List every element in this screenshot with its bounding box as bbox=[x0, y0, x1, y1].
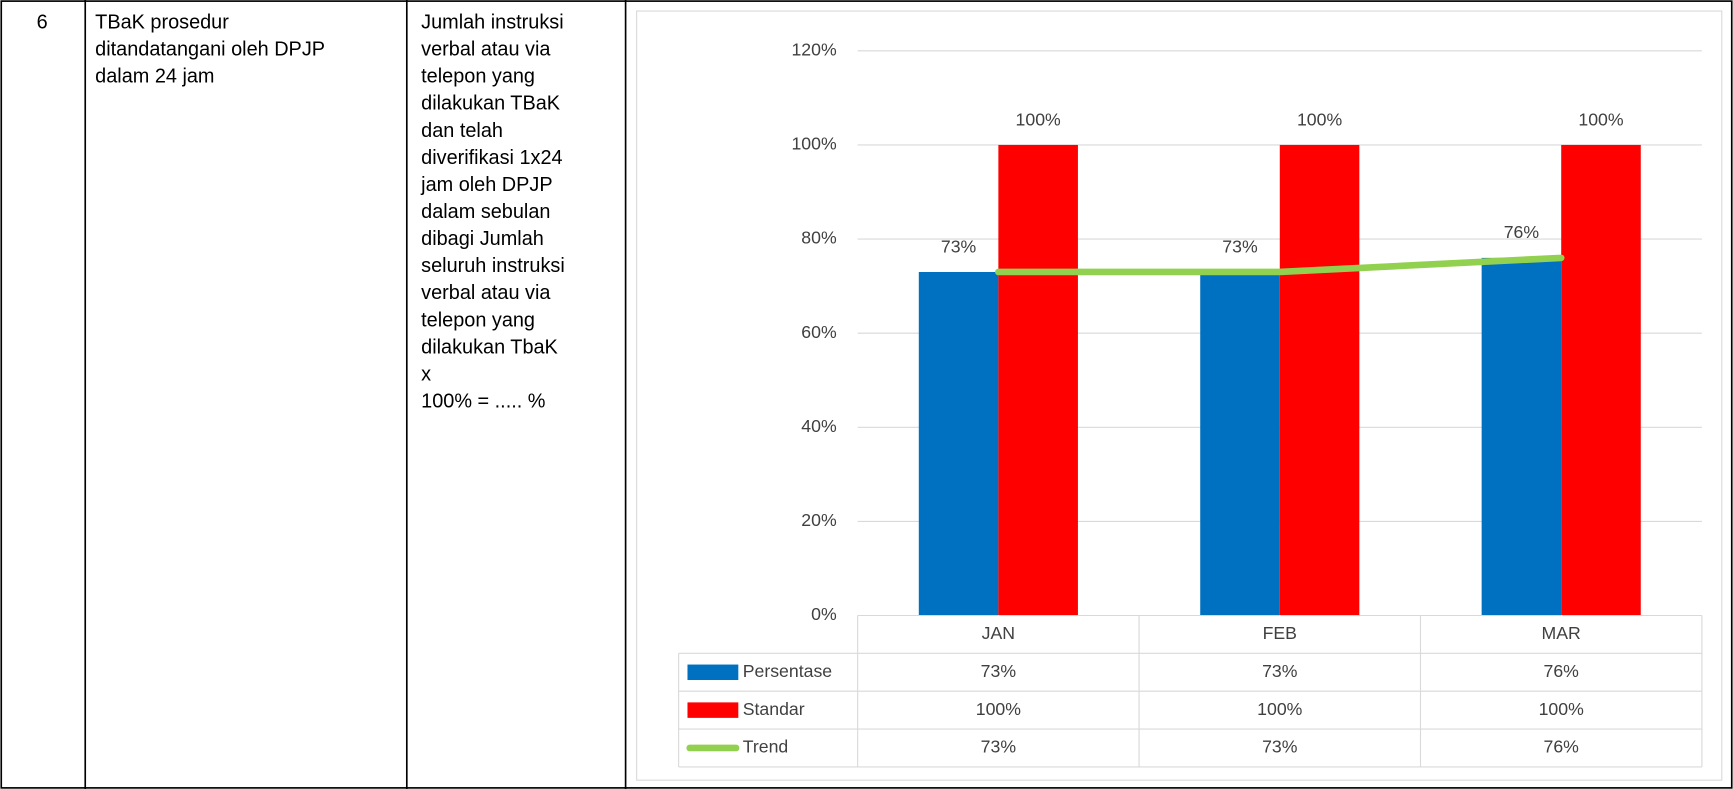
trend-line bbox=[995, 254, 1565, 276]
bar bbox=[1481, 257, 1562, 616]
indicator-line: ditandatangani oleh DPJP bbox=[95, 39, 325, 61]
formula-line: dilakukan TBaK bbox=[421, 93, 561, 115]
table-value: 100% bbox=[1257, 699, 1302, 719]
x-tick-label: JAN bbox=[982, 623, 1015, 643]
data-label: 100% bbox=[1297, 109, 1342, 129]
data-label: 100% bbox=[1578, 109, 1623, 129]
y-tick-label: 80% bbox=[801, 228, 837, 248]
bar bbox=[1200, 271, 1280, 616]
legend-label: Standar bbox=[743, 699, 805, 719]
y-tick-label: 100% bbox=[791, 134, 836, 154]
y-tick-label: 0% bbox=[811, 604, 837, 624]
indicator-line: TBaK prosedur bbox=[95, 11, 229, 33]
formula-line: dalam sebulan bbox=[421, 201, 550, 223]
formula-line: Jumlah instruksi bbox=[421, 11, 563, 33]
table-value: 76% bbox=[1544, 737, 1580, 757]
y-tick-label: 60% bbox=[801, 322, 837, 342]
formula-line: verbal atau via bbox=[421, 39, 551, 61]
formula-line: x bbox=[421, 363, 431, 385]
legend-label: Trend bbox=[743, 737, 789, 757]
formula-line: seluruh instruksi bbox=[421, 255, 565, 277]
table-value: 73% bbox=[981, 661, 1017, 681]
formula-line: dilakukan TbaK bbox=[421, 336, 558, 358]
formula-line: dan telah bbox=[421, 120, 503, 142]
data-label: 73% bbox=[1222, 236, 1258, 256]
formula-line: 100% = ..... % bbox=[421, 390, 545, 412]
table-value: 73% bbox=[1262, 661, 1298, 681]
x-tick-label: FEB bbox=[1263, 623, 1297, 643]
bar bbox=[1279, 144, 1360, 616]
table-value: 73% bbox=[981, 737, 1017, 757]
y-tick-label: 20% bbox=[801, 510, 837, 530]
bar bbox=[918, 271, 999, 616]
data-label: 76% bbox=[1504, 222, 1540, 242]
x-tick-label: MAR bbox=[1542, 623, 1581, 643]
y-tick-label: 40% bbox=[801, 416, 837, 436]
indicator-line: dalam 24 jam bbox=[95, 66, 214, 88]
legend-key bbox=[687, 702, 739, 718]
data-label: 100% bbox=[1016, 109, 1061, 129]
formula-line: telepon yang bbox=[421, 66, 535, 88]
table-value: 100% bbox=[1539, 699, 1584, 719]
formula-line: verbal atau via bbox=[421, 282, 551, 304]
formula-line: dibagi Jumlah bbox=[421, 228, 544, 250]
table-value: 76% bbox=[1544, 661, 1580, 681]
y-tick-label: 120% bbox=[791, 40, 836, 60]
bar bbox=[998, 144, 1078, 616]
bar bbox=[1561, 144, 1641, 616]
row-number: 6 bbox=[37, 11, 48, 33]
formula-line: diverifikasi 1x24 bbox=[421, 147, 562, 169]
table-value: 73% bbox=[1262, 737, 1298, 757]
data-label: 73% bbox=[941, 236, 977, 256]
legend-label: Persentase bbox=[743, 661, 833, 681]
formula-line: jam oleh DPJP bbox=[420, 174, 552, 196]
formula-line: telepon yang bbox=[421, 309, 535, 331]
table-value: 100% bbox=[976, 699, 1021, 719]
legend-key bbox=[687, 664, 739, 681]
